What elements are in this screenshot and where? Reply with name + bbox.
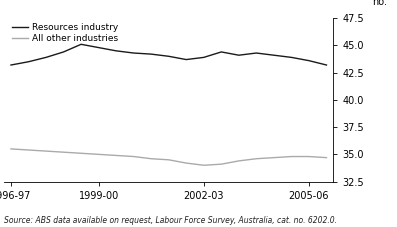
Resources industry xyxy=(166,55,171,58)
Resources industry xyxy=(79,43,83,46)
Text: Source: ABS data available on request, Labour Force Survey, Australia, cat. no. : Source: ABS data available on request, L… xyxy=(4,216,337,225)
All other industries xyxy=(26,149,31,151)
Line: All other industries: All other industries xyxy=(11,149,326,165)
All other industries xyxy=(96,153,101,156)
Resources industry xyxy=(324,64,329,66)
All other industries xyxy=(114,154,119,157)
All other industries xyxy=(131,155,136,158)
Resources industry xyxy=(44,56,48,59)
All other industries xyxy=(272,156,276,159)
Resources industry xyxy=(9,64,13,66)
All other industries xyxy=(79,152,83,155)
All other industries xyxy=(166,158,171,161)
Resources industry xyxy=(201,56,206,59)
Resources industry xyxy=(149,53,154,55)
All other industries xyxy=(44,150,48,153)
Resources industry xyxy=(254,52,259,54)
Resources industry xyxy=(26,60,31,63)
Legend: Resources industry, All other industries: Resources industry, All other industries xyxy=(8,19,122,47)
Text: no.: no. xyxy=(372,0,387,7)
Resources industry xyxy=(272,54,276,57)
Line: Resources industry: Resources industry xyxy=(11,44,326,65)
All other industries xyxy=(254,157,259,160)
Resources industry xyxy=(219,51,224,53)
All other industries xyxy=(184,162,189,164)
All other industries xyxy=(219,163,224,165)
All other industries xyxy=(324,156,329,159)
Resources industry xyxy=(61,51,66,53)
Resources industry xyxy=(237,54,241,57)
All other industries xyxy=(289,155,294,158)
Resources industry xyxy=(114,49,119,52)
All other industries xyxy=(237,160,241,162)
Resources industry xyxy=(131,52,136,54)
All other industries xyxy=(61,151,66,153)
All other industries xyxy=(149,157,154,160)
Resources industry xyxy=(289,56,294,59)
Resources industry xyxy=(184,58,189,61)
All other industries xyxy=(201,164,206,167)
Resources industry xyxy=(96,46,101,49)
All other industries xyxy=(9,148,13,150)
Resources industry xyxy=(306,59,311,62)
All other industries xyxy=(306,155,311,158)
